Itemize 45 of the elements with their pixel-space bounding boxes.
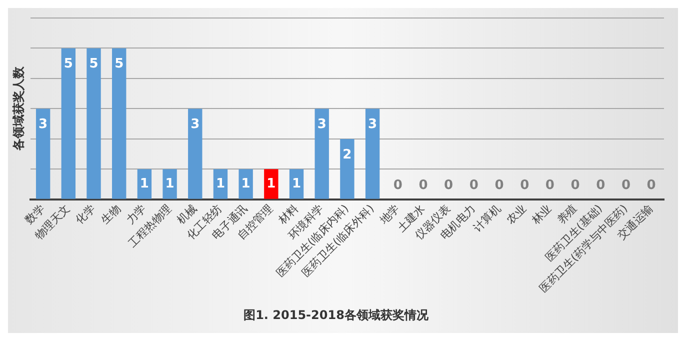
y-axis-title: 各领域获奖人数: [11, 66, 26, 152]
data-label: 1: [241, 176, 250, 192]
data-label: 1: [165, 176, 174, 192]
data-label: 0: [393, 178, 402, 193]
bar: [36, 108, 50, 199]
data-label: 0: [545, 178, 554, 193]
text: 图1. 2015-2018各领域获奖情况: [244, 308, 430, 322]
bar: [213, 169, 228, 199]
data-label: 1: [140, 176, 149, 192]
data-label: 0: [596, 178, 606, 193]
data-label: 3: [190, 117, 200, 132]
bar: [289, 169, 304, 199]
data-label: 0: [520, 178, 530, 193]
bar: [314, 108, 329, 199]
bar: [238, 169, 253, 199]
bar: [112, 48, 126, 199]
data-label: 2: [342, 147, 352, 162]
bar: [188, 108, 202, 199]
data-label: 3: [368, 117, 378, 132]
data-label: 0: [469, 178, 478, 193]
data-label: 3: [38, 117, 48, 132]
data-label: 0: [418, 178, 428, 193]
bar: [340, 138, 354, 199]
bar: [137, 169, 152, 199]
data-label: 0: [444, 178, 454, 193]
data-label: 1: [216, 176, 226, 192]
data-label: 1: [266, 176, 276, 192]
x-tick-label: 化学: [73, 202, 98, 227]
bar: [365, 108, 380, 199]
bar: [162, 169, 177, 199]
data-label: 0: [494, 178, 504, 193]
bar: [86, 48, 101, 199]
data-label: 3: [317, 117, 326, 132]
data-label: 0: [570, 178, 580, 193]
data-label: 5: [64, 56, 73, 72]
bar: [61, 48, 76, 199]
x-tick-label: 林业: [528, 202, 554, 228]
x-tick-label: 农业: [504, 202, 529, 227]
x-tick-label: 生物: [98, 202, 124, 227]
data-label: 0: [646, 178, 656, 193]
data-label: 0: [621, 178, 631, 193]
data-label: 5: [89, 56, 98, 72]
data-label: 1: [292, 176, 302, 192]
data-label: 5: [114, 56, 124, 72]
bar: [264, 169, 278, 199]
